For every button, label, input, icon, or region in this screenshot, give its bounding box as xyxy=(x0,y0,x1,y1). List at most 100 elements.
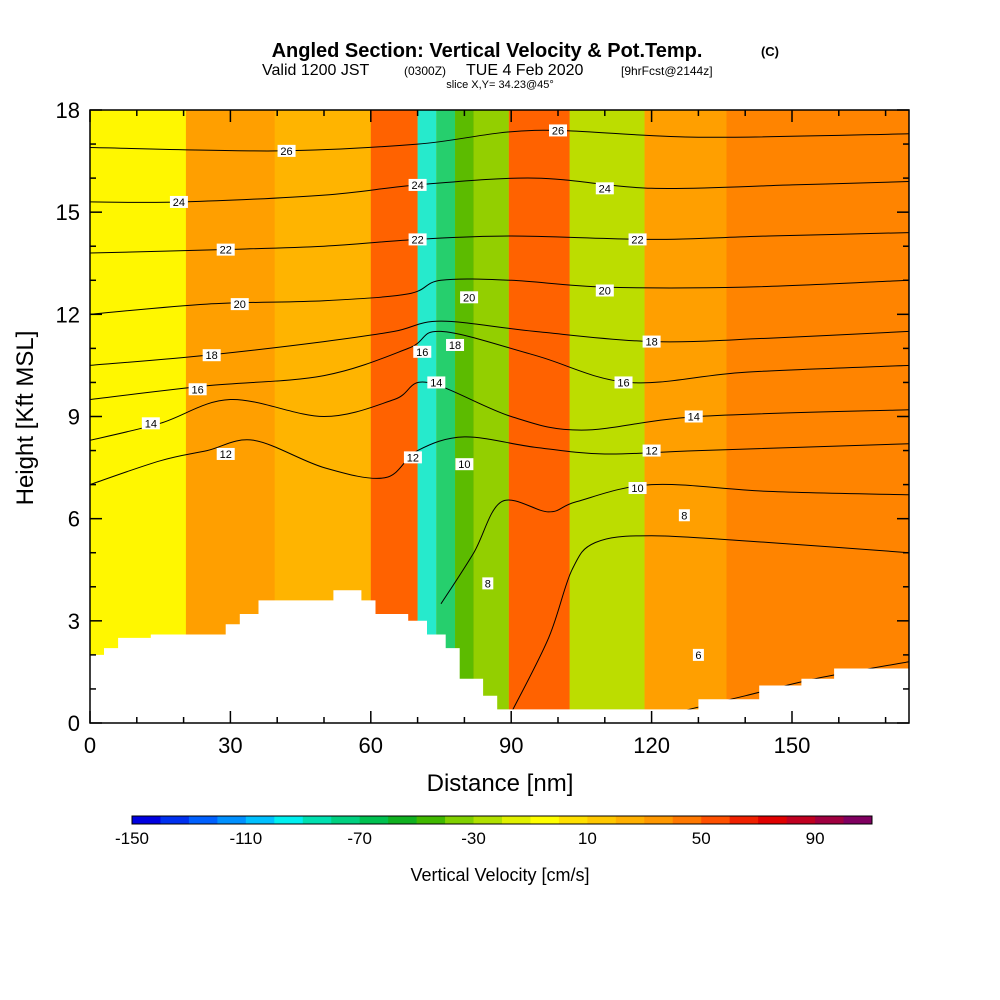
chart-title: Angled Section: Vertical Velocity & Pot.… xyxy=(272,40,703,62)
slice-label: slice X,Y= 34.23@45° xyxy=(446,79,554,91)
colorbar-swatch xyxy=(615,816,645,824)
contour-label-text: 8 xyxy=(485,578,491,590)
contour-label: 26 xyxy=(549,124,567,137)
colorbar-swatch xyxy=(160,816,190,824)
contour-label: 26 xyxy=(277,144,296,158)
velocity-band xyxy=(508,110,570,723)
contour-label: 14 xyxy=(141,417,160,430)
terrain-profile xyxy=(90,590,909,723)
contour-label-text: 24 xyxy=(411,180,423,192)
colorbar-swatch xyxy=(302,816,332,824)
colorbar-swatch xyxy=(587,816,617,824)
velocity-band xyxy=(726,110,909,723)
contour-label: 20 xyxy=(460,291,479,304)
contour-label: 12 xyxy=(642,444,661,458)
contour-label-text: 20 xyxy=(234,299,246,311)
y-tick-label: 18 xyxy=(56,98,80,123)
colorbar-swatch xyxy=(445,816,475,824)
contour-label-text: 12 xyxy=(645,446,657,458)
contour-label: 24 xyxy=(595,182,614,195)
contour-label: 18 xyxy=(642,335,661,349)
contour-label-text: 16 xyxy=(192,384,204,396)
colorbar-swatch xyxy=(245,816,275,824)
contour-label-text: 26 xyxy=(280,146,292,158)
chart-title-suffix: (C) xyxy=(761,44,779,59)
valid-zulu-label: (0300Z) xyxy=(404,64,446,78)
colorbar-tick-label: -150 xyxy=(115,829,149,848)
velocity-band xyxy=(436,110,456,723)
colorbar-swatch xyxy=(843,816,873,824)
contour-label-text: 22 xyxy=(411,234,423,246)
contour-label: 14 xyxy=(684,410,703,424)
colorbar-tick-label: 10 xyxy=(578,829,597,848)
contour-label-text: 10 xyxy=(458,459,470,471)
y-axis-label: Height [Kft MSL] xyxy=(12,331,39,506)
contour-label-text: 20 xyxy=(463,292,475,304)
colorbar-swatch xyxy=(530,816,560,824)
contour-label: 18 xyxy=(202,349,221,362)
contour-label-text: 22 xyxy=(631,234,643,246)
contour-label-text: 10 xyxy=(631,483,643,495)
y-tick-label: 9 xyxy=(68,405,80,430)
contour-label-text: 26 xyxy=(552,125,564,137)
contour-label: 24 xyxy=(169,195,188,209)
contour-label-text: 12 xyxy=(407,452,419,464)
colorbar-tick-label: 90 xyxy=(806,829,825,848)
y-tick-label: 3 xyxy=(68,609,80,634)
contour-label: 22 xyxy=(216,243,235,257)
colorbar-swatch xyxy=(217,816,247,824)
contour-label: 10 xyxy=(455,458,474,471)
contour-label: 16 xyxy=(413,345,432,359)
valid-time-label: Valid 1200 JST xyxy=(262,62,370,79)
colorbar-tick-label: -30 xyxy=(461,829,486,848)
x-tick-label: 120 xyxy=(633,733,670,758)
contour-label-text: 14 xyxy=(688,412,700,424)
y-tick-label: 0 xyxy=(68,711,80,736)
contour-label: 16 xyxy=(188,383,207,396)
x-tick-label: 30 xyxy=(218,733,242,758)
contour-label: 16 xyxy=(614,376,633,389)
contour-label: 24 xyxy=(408,178,427,192)
x-tick-label: 60 xyxy=(359,733,383,758)
colorbar-swatch xyxy=(558,816,588,824)
y-tick-label: 6 xyxy=(68,507,80,532)
colorbar-swatch xyxy=(758,816,788,824)
terrain-mask xyxy=(90,590,909,723)
contour-label-text: 14 xyxy=(430,377,442,389)
colorbar-swatch xyxy=(331,816,361,824)
colorbar-swatch xyxy=(701,816,731,824)
contour-label-text: 24 xyxy=(173,197,185,209)
contour-label: 10 xyxy=(628,482,647,495)
colorbar-tick-label: -110 xyxy=(229,829,262,848)
axis-ticks: 0 30 60 90 120 150 0 3 6 9 12 15 18 xyxy=(56,98,909,758)
contour-label: 18 xyxy=(446,338,465,352)
contour-label: 8 xyxy=(482,577,494,590)
theta-contour-12 xyxy=(90,436,909,486)
colorbar-swatch xyxy=(473,816,503,824)
x-axis-label: Distance [nm] xyxy=(427,770,574,797)
y-tick-label: 15 xyxy=(56,200,80,225)
contour-label-text: 18 xyxy=(449,340,461,352)
contour-label-text: 24 xyxy=(599,183,611,195)
contour-label: 8 xyxy=(678,509,690,522)
theta-contour-24 xyxy=(90,177,909,203)
contour-label-text: 8 xyxy=(681,510,687,522)
contour-label-text: 18 xyxy=(645,337,657,349)
vertical-velocity-field xyxy=(90,110,909,723)
theta-contour-10 xyxy=(440,483,909,605)
colorbar: -150 -110 -70 -30 10 50 90 xyxy=(115,815,873,848)
colorbar-swatch xyxy=(815,816,845,824)
colorbar-swatch xyxy=(416,816,446,824)
colorbar-tick-label: 50 xyxy=(692,829,711,848)
contour-label-text: 16 xyxy=(617,377,629,389)
colorbar-swatch xyxy=(672,816,702,824)
x-tick-label: 90 xyxy=(499,733,523,758)
contour-label-text: 20 xyxy=(599,285,611,297)
colorbar-swatch xyxy=(786,816,816,824)
contour-label-text: 6 xyxy=(695,650,701,662)
theta-contour-26 xyxy=(90,129,909,152)
contour-label: 22 xyxy=(628,233,647,246)
colorbar-swatch xyxy=(644,816,674,824)
contour-label-text: 18 xyxy=(206,350,218,362)
